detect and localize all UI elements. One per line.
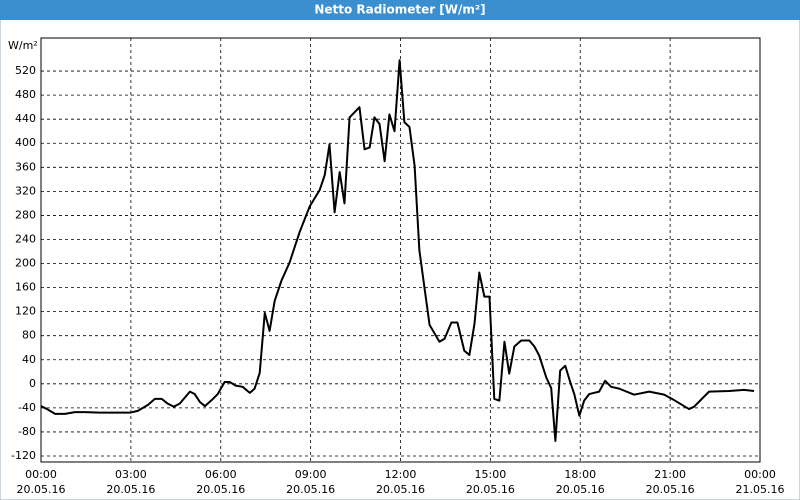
x-tick-date: 20.05.16: [376, 483, 425, 496]
x-tick-label: 15:00: [475, 468, 507, 481]
y-tick-label: 240: [15, 232, 36, 245]
x-tick-label: 21:00: [654, 468, 686, 481]
y-tick-label: 280: [15, 208, 36, 221]
y-tick-label: 0: [29, 377, 36, 390]
y-tick-label: 520: [15, 64, 36, 77]
x-tick-label: 12:00: [385, 468, 417, 481]
y-axis-label: W/m²: [8, 39, 38, 52]
y-tick-label: -80: [18, 425, 36, 438]
y-tick-label: 160: [15, 281, 36, 294]
y-tick-label: 200: [15, 257, 36, 270]
x-tick-label: 06:00: [205, 468, 237, 481]
y-tick-label: -40: [18, 401, 36, 414]
x-tick-label: 18:00: [564, 468, 596, 481]
x-tick-date: 20.05.16: [556, 483, 605, 496]
x-tick-label: 00:00: [25, 468, 57, 481]
y-tick-label: 440: [15, 112, 36, 125]
x-tick-date: 20.05.16: [196, 483, 245, 496]
x-tick-label: 03:00: [115, 468, 147, 481]
y-tick-label: 360: [15, 160, 36, 173]
x-tick-date: 20.05.16: [17, 483, 66, 496]
x-tick-label: 00:00: [744, 468, 776, 481]
title-bar: [0, 0, 800, 20]
x-tick-date: 21.05.16: [736, 483, 785, 496]
x-tick-date: 20.05.16: [646, 483, 695, 496]
x-tick-date: 20.05.16: [286, 483, 335, 496]
y-tick-label: 320: [15, 184, 36, 197]
y-tick-label: 400: [15, 136, 36, 149]
y-tick-label: -120: [11, 449, 36, 462]
y-tick-label: 480: [15, 88, 36, 101]
data-line: [40, 59, 755, 442]
y-tick-label: 80: [22, 329, 36, 342]
y-tick-label: 40: [22, 353, 36, 366]
x-tick-date: 20.05.16: [106, 483, 155, 496]
x-tick-label: 09:00: [295, 468, 327, 481]
chart-title: Netto Radiometer [W/m²]: [314, 3, 485, 17]
y-tick-label: 120: [15, 305, 36, 318]
x-tick-date: 20.05.16: [466, 483, 515, 496]
